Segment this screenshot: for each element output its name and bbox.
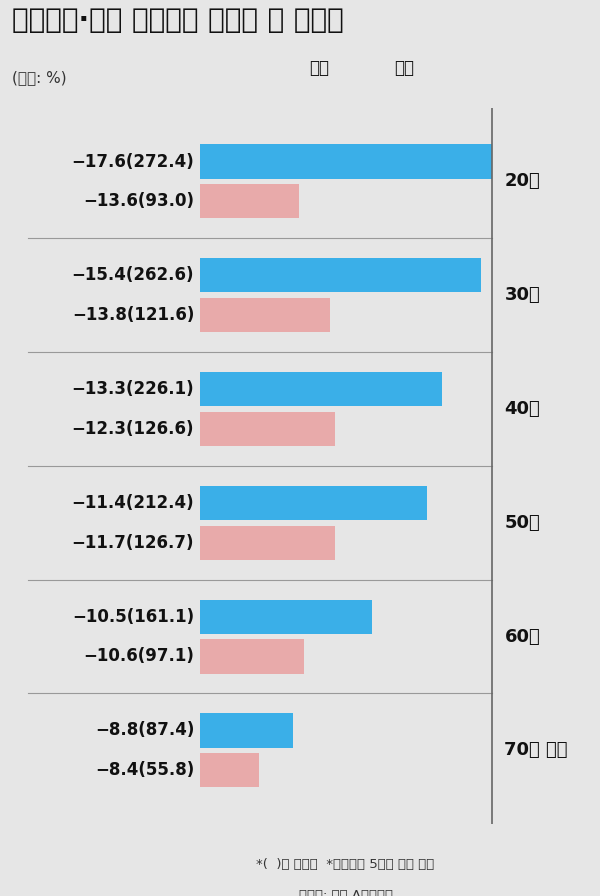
Text: 60대: 60대 (505, 627, 540, 646)
Text: (단위: %): (단위: %) (12, 70, 67, 85)
Text: −17.6(272.4): −17.6(272.4) (71, 152, 194, 170)
Text: 40대: 40대 (505, 400, 540, 418)
Bar (200, 372, 442, 406)
Text: 〈자료: 대형 A증권사〉: 〈자료: 대형 A증권사〉 (299, 889, 392, 896)
Bar (200, 258, 481, 292)
Text: −15.4(262.6): −15.4(262.6) (72, 266, 194, 284)
Text: 연령대별·성별 주식투자 수익률 및 회전율: 연령대별·성별 주식투자 수익률 및 회전율 (12, 5, 344, 33)
Bar (200, 526, 335, 560)
Text: −10.6(97.1): −10.6(97.1) (83, 648, 194, 666)
Text: −8.4(55.8): −8.4(55.8) (95, 762, 194, 780)
Bar (200, 144, 491, 178)
Bar (200, 754, 259, 788)
Text: 여성: 여성 (395, 59, 415, 77)
FancyBboxPatch shape (280, 28, 484, 99)
FancyBboxPatch shape (371, 54, 391, 82)
Text: 50대: 50대 (505, 513, 540, 532)
Bar (200, 185, 299, 219)
Text: −12.3(126.6): −12.3(126.6) (72, 420, 194, 438)
Text: 30대: 30대 (505, 286, 540, 305)
Text: 남성: 남성 (309, 59, 329, 77)
Text: −13.8(121.6): −13.8(121.6) (72, 306, 194, 324)
FancyBboxPatch shape (286, 54, 305, 82)
Bar (200, 486, 427, 520)
Bar (200, 640, 304, 674)
Text: −11.4(212.4): −11.4(212.4) (71, 494, 194, 512)
Text: 20대: 20대 (505, 172, 540, 191)
Text: −13.6(93.0): −13.6(93.0) (83, 193, 194, 211)
Text: *(  )는 회전율  *연초대비 5월말 현재 기준: *( )는 회전율 *연초대비 5월말 현재 기준 (256, 858, 434, 872)
Bar (200, 713, 293, 747)
Text: −10.5(161.1): −10.5(161.1) (72, 607, 194, 625)
Bar (200, 412, 335, 446)
Bar (200, 599, 372, 633)
Text: −8.8(87.4): −8.8(87.4) (95, 721, 194, 739)
Text: −13.3(226.1): −13.3(226.1) (71, 380, 194, 398)
Text: −11.7(126.7): −11.7(126.7) (72, 534, 194, 552)
Text: 70대 이상: 70대 이상 (505, 741, 568, 760)
Bar (200, 298, 330, 332)
